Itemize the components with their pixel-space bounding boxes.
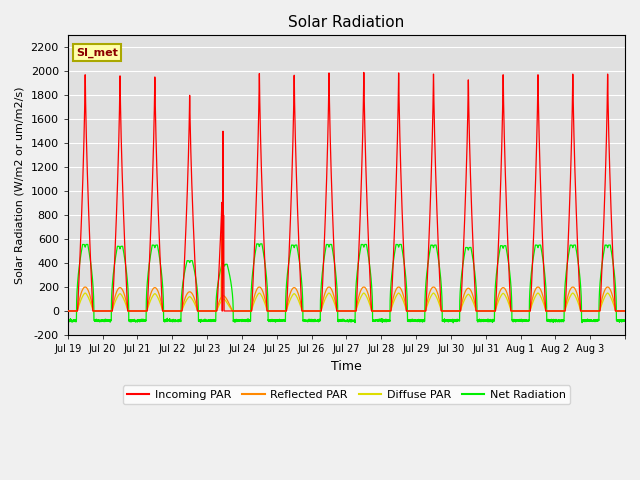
Title: Solar Radiation: Solar Radiation: [288, 15, 404, 30]
Legend: Incoming PAR, Reflected PAR, Diffuse PAR, Net Radiation: Incoming PAR, Reflected PAR, Diffuse PAR…: [123, 385, 570, 404]
Y-axis label: Solar Radiation (W/m2 or um/m2/s): Solar Radiation (W/m2 or um/m2/s): [15, 86, 25, 284]
X-axis label: Time: Time: [331, 360, 362, 372]
Text: SI_met: SI_met: [76, 48, 118, 58]
